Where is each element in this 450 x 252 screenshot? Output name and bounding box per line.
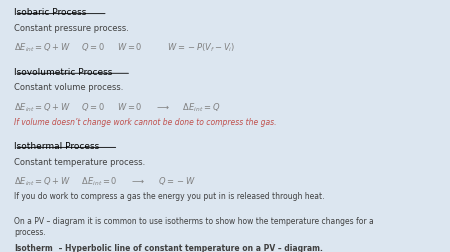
Text: $\Delta E_{int} = Q+W$     $Q = 0$     $W = 0$          $W = -P(V_f-V_i)$: $\Delta E_{int} = Q+W$ $Q = 0$ $W = 0$ $… <box>14 42 235 54</box>
Text: On a PV – diagram it is common to use isotherms to show how the temperature chan: On a PV – diagram it is common to use is… <box>14 216 374 236</box>
Text: Isovolumetric Process: Isovolumetric Process <box>14 68 112 77</box>
Text: If volume doesn’t change work cannot be done to compress the gas.: If volume doesn’t change work cannot be … <box>14 117 277 126</box>
Text: $\Delta E_{int} = Q+W$     $Q = 0$     $W = 0$     $\longrightarrow$     $\Delta: $\Delta E_{int} = Q+W$ $Q = 0$ $W = 0$ $… <box>14 101 220 113</box>
Text: Constant temperature process.: Constant temperature process. <box>14 157 145 166</box>
Text: Isotherm: Isotherm <box>14 243 53 251</box>
Text: Constant pressure process.: Constant pressure process. <box>14 24 129 33</box>
Text: Isobaric Process: Isobaric Process <box>14 9 86 17</box>
Text: – Hyperbolic line of constant temperature on a PV – diagram.: – Hyperbolic line of constant temperatur… <box>56 243 323 251</box>
Text: $\Delta E_{int} = Q+W$     $\Delta E_{int} = 0$     $\longrightarrow$     $Q = -: $\Delta E_{int} = Q+W$ $\Delta E_{int} =… <box>14 175 196 187</box>
Text: If you do work to compress a gas the energy you put in is released through heat.: If you do work to compress a gas the ene… <box>14 191 324 200</box>
Text: Constant volume process.: Constant volume process. <box>14 83 124 92</box>
Text: Isothermal Process: Isothermal Process <box>14 142 99 151</box>
